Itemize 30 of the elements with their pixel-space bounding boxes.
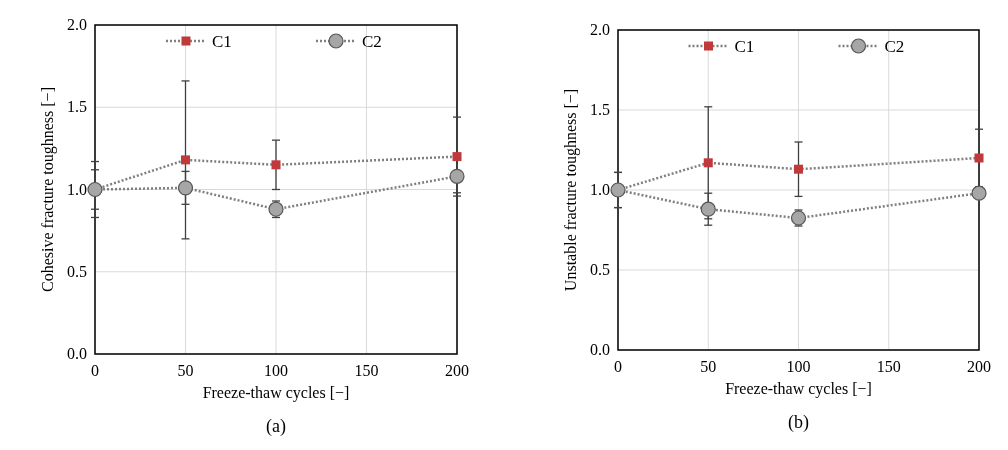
y-axis-title: Cohesive fracture toughness [−] — [39, 87, 57, 292]
text: (a) — [266, 416, 286, 437]
x-tick-label: 150 — [354, 362, 379, 379]
legend-label: C2 — [362, 32, 382, 51]
x-tick-label: 200 — [445, 362, 469, 379]
y-tick-label: 0.0 — [590, 341, 610, 358]
y-tick-label: 1.5 — [67, 98, 87, 116]
legend-label: C1 — [734, 37, 755, 56]
y-tick-label: 0.0 — [67, 345, 87, 362]
x-tick-label: 150 — [876, 358, 901, 375]
x-tick-label: 0 — [614, 358, 622, 375]
y-tick-label: 2.0 — [590, 21, 610, 38]
legend-label: C1 — [212, 32, 232, 51]
x-axis-title: Freeze-thaw cycles [−] — [202, 384, 350, 402]
y-tick-label: 1.0 — [67, 180, 87, 198]
x-tick-label: 100 — [264, 362, 288, 379]
y-tick-label: 1.5 — [590, 101, 610, 118]
y-axis-title: Unstable fracture toughness [−] — [562, 88, 580, 292]
x-axis-title: Freeze-thaw cycles [−] — [725, 380, 872, 398]
y-tick-label: 1.0 — [590, 181, 610, 198]
y-tick-label: 0.5 — [67, 262, 87, 280]
y-tick-label: 0.5 — [590, 261, 610, 278]
x-tick-label: 0 — [91, 362, 99, 379]
x-tick-label: 200 — [967, 358, 991, 375]
x-tick-label: 100 — [786, 358, 811, 375]
x-tick-label: 50 — [177, 362, 194, 379]
text: (b) — [788, 412, 809, 433]
x-tick-label: 50 — [700, 358, 717, 375]
legend-label: C2 — [884, 37, 905, 56]
y-tick-label: 2.0 — [67, 16, 87, 33]
